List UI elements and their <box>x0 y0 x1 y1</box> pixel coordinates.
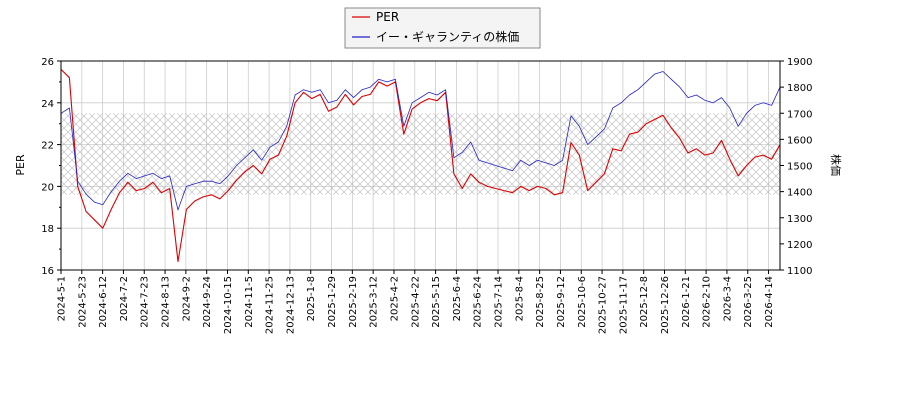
y-tick-label-right: 1200 <box>787 240 812 251</box>
y-tick-label-right: 1700 <box>787 109 812 120</box>
y-tick-label-left: 20 <box>41 182 54 193</box>
legend-label-per: PER <box>376 10 399 24</box>
y-tick-label-right: 1500 <box>787 162 812 173</box>
y-tick-label-right: 1300 <box>787 214 812 225</box>
x-tick-label: 2024-7-23 <box>140 276 151 328</box>
x-tick-label: 2025-2-19 <box>348 276 359 328</box>
y-axis-label-right: 株価 <box>829 154 843 176</box>
x-tick-label: 2026-2-10 <box>702 276 713 328</box>
x-tick-label: 2024-9-24 <box>202 276 213 328</box>
x-tick-label: 2025-9-12 <box>556 276 567 328</box>
legend-box <box>344 7 541 49</box>
x-tick-label: 2025-6-24 <box>473 276 484 328</box>
y-tick-label-left: 24 <box>41 99 54 110</box>
x-tick-label: 2025-10-27 <box>598 276 609 334</box>
x-tick-label: 2025-3-12 <box>369 276 380 328</box>
y-tick-label-left: 22 <box>41 141 54 152</box>
x-tick-label: 2025-4-2 <box>389 276 400 321</box>
x-tick-label: 2025-8-25 <box>535 276 546 328</box>
x-tick-label: 2025-12-26 <box>660 276 671 334</box>
y-tick-label-right: 1100 <box>787 266 812 277</box>
x-tick-label: 2025-7-14 <box>494 276 505 328</box>
x-tick-label: 2026-4-14 <box>764 276 775 328</box>
y-tick-label-left: 16 <box>41 266 54 277</box>
x-tick-label: 2025-12-8 <box>639 276 650 328</box>
x-tick-label: 2025-11-17 <box>618 276 629 334</box>
shaded-band <box>61 113 780 195</box>
y-tick-label-right: 1600 <box>787 135 812 146</box>
x-tick-label: 2024-5-23 <box>77 276 88 328</box>
x-tick-label: 2025-1-29 <box>327 276 338 328</box>
left-axis-ticks: 16 18 20 22 24 26 <box>41 57 61 277</box>
x-tick-label: 2024-9-2 <box>181 276 192 321</box>
x-tick-label: 2025-6-4 <box>452 276 463 321</box>
x-tick-label: 2026-3-25 <box>743 276 754 328</box>
x-tick-label: 2024-7-2 <box>119 276 130 321</box>
x-tick-label: 2026-1-21 <box>681 276 692 328</box>
y-tick-label-left: 18 <box>41 224 54 235</box>
x-tick-label: 2025-8-4 <box>514 276 525 321</box>
y-tick-label-right: 1900 <box>787 57 812 68</box>
x-tick-label: 2025-5-15 <box>431 276 442 328</box>
x-tick-label: 2026-3-4 <box>722 276 733 321</box>
legend-label-price: イー・ギャランティの株価 <box>376 29 519 44</box>
y-axis-label-left: PER <box>14 154 27 176</box>
right-axis-ticks: 1100 1200 1300 1400 1500 1600 1700 1800 1900 <box>780 57 812 277</box>
legend: PER イー・ギャランティの株価 <box>344 7 541 49</box>
y-tick-label-right: 1800 <box>787 83 812 94</box>
x-tick-label: 2024-12-13 <box>285 276 296 334</box>
x-tick-label: 2024-11-5 <box>244 276 255 328</box>
y-tick-label-right: 1400 <box>787 188 812 199</box>
series-lines <box>60 69 781 263</box>
x-axis-ticks: 2024-5-1 2024-5-23 2024-6-12 2024-7-2 2024-7… <box>57 270 775 334</box>
x-tick-label: 2024-11-25 <box>265 276 276 334</box>
x-tick-label: 2025-1-8 <box>306 276 317 321</box>
x-tick-label: 2025-10-6 <box>577 276 588 328</box>
x-tick-label: 2024-5-1 <box>57 276 68 321</box>
y-tick-label-left: 26 <box>41 57 54 68</box>
series-line-per <box>60 69 781 263</box>
x-tick-label: 2024-6-12 <box>98 276 109 328</box>
x-tick-label: 2025-4-22 <box>410 276 421 328</box>
x-tick-label: 2024-8-13 <box>161 276 172 328</box>
x-tick-label: 2024-10-15 <box>223 276 234 334</box>
series-line-price <box>60 71 781 211</box>
